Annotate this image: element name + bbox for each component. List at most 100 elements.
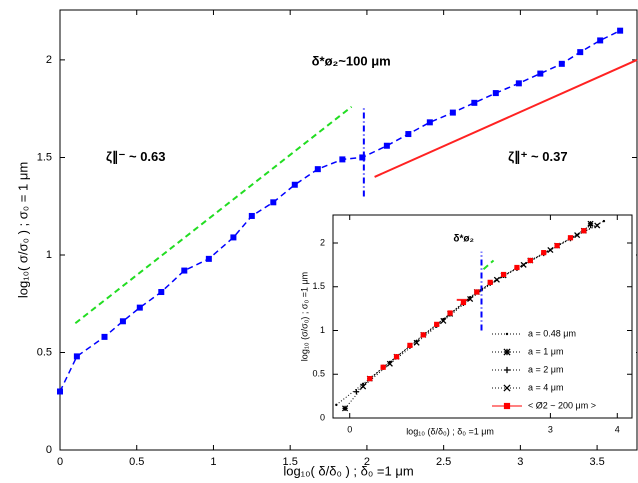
x-tick-label: 2.5 bbox=[436, 456, 451, 468]
marker bbox=[181, 267, 188, 274]
y-tick-label: 0 bbox=[320, 412, 325, 422]
marker bbox=[335, 403, 338, 407]
y-tick-label: 1.5 bbox=[37, 151, 52, 163]
marker bbox=[503, 402, 511, 410]
plot-frame bbox=[59, 9, 638, 451]
x-tick-label: 0 bbox=[57, 456, 63, 468]
marker bbox=[567, 235, 574, 241]
marker bbox=[514, 264, 520, 271]
marker bbox=[577, 49, 584, 56]
marker bbox=[314, 166, 321, 173]
legend-label: a = 1 μm bbox=[528, 346, 563, 356]
marker bbox=[405, 131, 412, 138]
marker bbox=[493, 276, 500, 283]
y-tick-label: 0.5 bbox=[312, 369, 325, 379]
marker bbox=[541, 250, 547, 256]
y-tick-label: 1 bbox=[320, 325, 325, 335]
annotation: ζ∥⁻ ~ 0.63 bbox=[106, 149, 165, 165]
marker bbox=[339, 156, 346, 163]
marker bbox=[359, 154, 366, 161]
marker bbox=[547, 246, 554, 254]
marker bbox=[270, 199, 277, 206]
marker bbox=[367, 376, 373, 382]
marker bbox=[360, 383, 367, 390]
marker bbox=[537, 70, 544, 77]
marker bbox=[440, 317, 447, 324]
marker bbox=[487, 279, 493, 285]
y-tick-label: 2 bbox=[320, 237, 325, 247]
marker bbox=[380, 364, 386, 370]
marker bbox=[467, 295, 474, 303]
marker bbox=[503, 348, 511, 356]
y-axis-label: log₁₀ (σ/σ₀) ; σ₀ =1 μm bbox=[299, 272, 309, 361]
x-tick-label: 4 bbox=[615, 424, 620, 434]
marker bbox=[587, 222, 594, 229]
marker bbox=[515, 80, 522, 87]
y-tick-label: 0.5 bbox=[37, 346, 52, 358]
marker bbox=[383, 142, 390, 149]
marker bbox=[602, 219, 606, 223]
legend-label: < Ø2 ~ 200 μm > bbox=[528, 400, 596, 410]
x-tick-label: 1 bbox=[210, 456, 216, 468]
marker bbox=[449, 109, 456, 116]
marker bbox=[554, 243, 560, 249]
x-tick-label: 2 bbox=[364, 456, 370, 468]
marker bbox=[101, 333, 108, 340]
marker bbox=[581, 228, 587, 234]
fit-line bbox=[482, 259, 495, 271]
x-axis-label: log₁₀( δ/δ₀ ) ; δ₀ =1 μm bbox=[283, 463, 413, 478]
x-tick-label: 3 bbox=[548, 424, 553, 434]
annotation: δ*ø₂~100 μm bbox=[312, 53, 391, 68]
marker bbox=[471, 99, 478, 106]
marker bbox=[386, 360, 393, 367]
y-tick-label: 1 bbox=[46, 249, 52, 261]
inset-chart: 0 3 4 0 0.5 1 1.5 2 log₁₀ (δ/δ₀) ; δ₀ =1 μm log₁₀… bbox=[290, 209, 636, 442]
marker bbox=[434, 321, 440, 327]
marker bbox=[527, 257, 533, 264]
marker bbox=[57, 388, 63, 395]
marker bbox=[500, 271, 507, 278]
fit-line bbox=[374, 59, 638, 178]
marker bbox=[136, 304, 143, 311]
x-tick-label: 1.5 bbox=[283, 456, 298, 468]
y-tick-label: 2 bbox=[46, 54, 52, 66]
marker bbox=[158, 289, 165, 296]
marker bbox=[558, 60, 565, 67]
x-axis-label: log₁₀ (δ/δ₀) ; δ₀ =1 μm bbox=[406, 426, 494, 436]
marker bbox=[341, 405, 349, 412]
y-tick-label: 0 bbox=[46, 444, 52, 456]
marker bbox=[393, 354, 400, 360]
x-tick-label: 3.5 bbox=[589, 456, 604, 468]
x-tick-label: 0 bbox=[347, 424, 352, 434]
marker bbox=[594, 222, 601, 229]
marker bbox=[361, 382, 365, 386]
legend-label: a = 4 μm bbox=[528, 382, 563, 392]
marker bbox=[505, 332, 509, 336]
marker bbox=[205, 255, 212, 262]
annotation: ζ∥⁺ ~ 0.37 bbox=[508, 149, 567, 165]
marker bbox=[492, 90, 499, 97]
plot-frame bbox=[332, 214, 633, 419]
legend-label: a = 2 μm bbox=[528, 364, 563, 374]
marker bbox=[474, 289, 480, 295]
marker bbox=[503, 366, 511, 374]
marker bbox=[447, 310, 453, 316]
x-tick-label: 0.5 bbox=[129, 456, 144, 468]
marker bbox=[617, 27, 624, 34]
marker bbox=[73, 353, 80, 360]
marker bbox=[426, 119, 433, 126]
marker bbox=[597, 37, 604, 44]
y-tick-label: 1.5 bbox=[312, 281, 325, 291]
series-line bbox=[344, 223, 591, 409]
inset-background bbox=[290, 209, 636, 442]
marker bbox=[503, 384, 511, 392]
legend-label: a = 0.48 μm bbox=[528, 328, 576, 338]
marker bbox=[353, 389, 360, 395]
marker bbox=[413, 339, 420, 346]
marker bbox=[407, 342, 413, 348]
y-axis-label: log₁₀( σ/σ₀ ) ; σ₀ = 1 μm bbox=[15, 162, 30, 298]
marker bbox=[420, 332, 426, 338]
